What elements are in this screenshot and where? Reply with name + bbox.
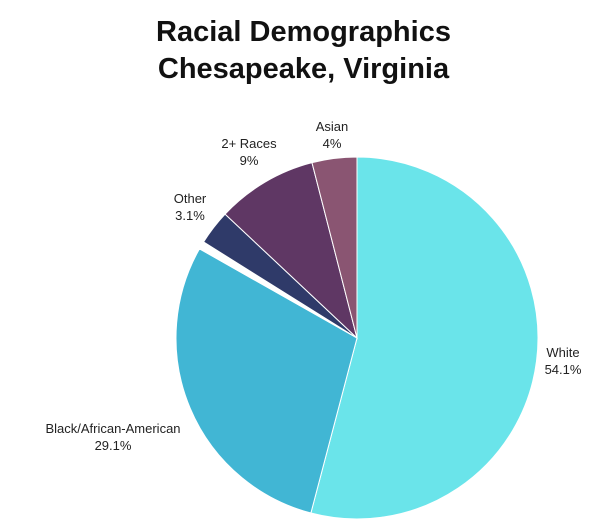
value-label-2-races: 9%	[240, 153, 259, 168]
label-black-african-american: Black/African-American	[45, 421, 180, 436]
label-white: White	[546, 345, 579, 360]
label-other: Other	[174, 191, 207, 206]
chart-subtitle: Chesapeake, Virginia	[157, 53, 450, 85]
chart-title: Racial Demographics	[156, 16, 451, 48]
value-label-other: 3.1%	[175, 208, 205, 223]
slice-black-african-american	[175, 248, 358, 514]
slice-white	[310, 156, 539, 520]
value-label-asian: 4%	[323, 136, 342, 151]
value-label-white: 54.1%	[545, 362, 582, 377]
label-asian: Asian	[316, 119, 349, 134]
pie-slices	[175, 156, 539, 520]
slice-2-races	[224, 162, 358, 340]
value-label-black-african-american: 29.1%	[95, 438, 132, 453]
chart-title-block: Racial Demographics Chesapeake, Virginia	[0, 14, 607, 88]
label-2-races: 2+ Races	[221, 136, 277, 151]
slice-asian	[311, 156, 358, 339]
slice-labels: White 54.1% Black/African-American 29.1% Oth…	[45, 119, 581, 453]
